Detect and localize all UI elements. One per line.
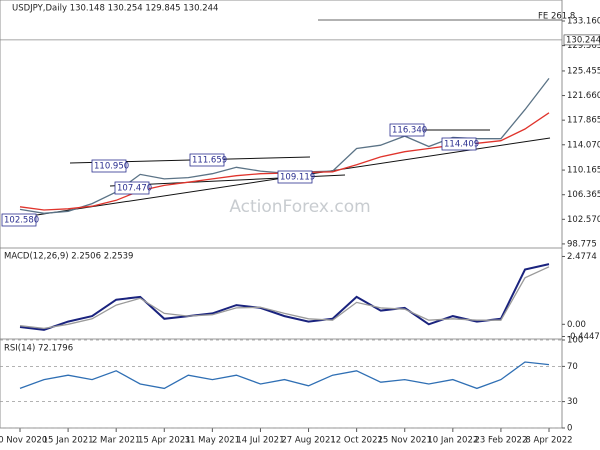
x-tick-label: 14 Jul 2021: [236, 436, 284, 446]
x-tick-label: 31 May 2021: [185, 436, 240, 446]
x-tick-label: 12 Oct 2021: [330, 436, 383, 446]
annotation: 107.470: [117, 184, 152, 194]
annotation: 111.659: [192, 156, 227, 166]
x-tick-label: 23 Feb 2022: [474, 436, 527, 446]
x-tick-label: 30 Nov 2020: [0, 436, 47, 446]
x-tick-label: 25 Nov 2021: [378, 436, 432, 446]
annotation: 114.409: [444, 140, 479, 150]
annotation-box: [91, 159, 127, 173]
chart-title: USDJPY,Daily 130.148 130.254 129.845 130…: [12, 4, 218, 14]
panel-title: RSI(14) 72.1796: [4, 344, 73, 354]
y-tick-label: 30: [567, 397, 578, 407]
plot-frame: [0, 0, 563, 429]
annotation: 109.119: [280, 173, 315, 183]
y-tick-label: 129.365: [567, 41, 600, 51]
y-tick-label: 70: [567, 362, 578, 372]
annotation-box: [189, 153, 225, 167]
annotation-box: [441, 137, 477, 151]
price-label-box: [563, 34, 600, 46]
annotation: 110.950: [94, 162, 129, 172]
series-line: [19, 361, 550, 390]
price-label: 130.244: [566, 35, 600, 45]
series-line: [19, 266, 550, 330]
y-tick-label: 102.570: [567, 215, 600, 225]
annotation: 102.580: [4, 216, 39, 226]
y-tick-label: 133.160: [567, 17, 600, 27]
annotation-box: [114, 181, 150, 195]
watermark: ActionForex.com: [229, 197, 370, 217]
series-line: [19, 263, 550, 331]
x-tick-label: 10 Jan 2022: [427, 436, 478, 446]
y-tick-label: 106.365: [567, 190, 600, 200]
y-tick-label: 121.660: [567, 91, 600, 101]
annotation: FE 261.8: [538, 12, 575, 22]
annotation-box: [1, 213, 37, 227]
x-tick-label: 15 Jan 2021: [43, 436, 94, 446]
panel-title: MACD(12,26,9) 2.2506 2.2539: [4, 252, 133, 262]
y-tick-label: 110.165: [567, 166, 600, 176]
y-tick-label: -0.4447: [567, 332, 600, 342]
y-tick-label: 0.00: [567, 320, 586, 330]
annotation: 116.340: [392, 126, 427, 136]
x-tick-label: 8 Apr 2022: [525, 436, 572, 446]
annotation-box: [277, 170, 313, 184]
y-tick-label: 100: [567, 336, 583, 346]
x-tick-label: 15 Apr 2021: [138, 436, 191, 446]
y-tick-label: 0: [567, 424, 572, 434]
y-tick-label: 2.4774: [567, 252, 597, 262]
y-tick-label: 114.070: [567, 140, 600, 150]
y-tick-label: 117.865: [567, 116, 600, 126]
y-tick-label: 125.455: [567, 66, 600, 76]
x-tick-label: 2 Mar 2021: [92, 436, 140, 446]
x-tick-label: 27 Aug 2021: [281, 436, 335, 446]
annotation-box: [389, 123, 425, 137]
y-tick-label: 98.775: [567, 239, 597, 249]
